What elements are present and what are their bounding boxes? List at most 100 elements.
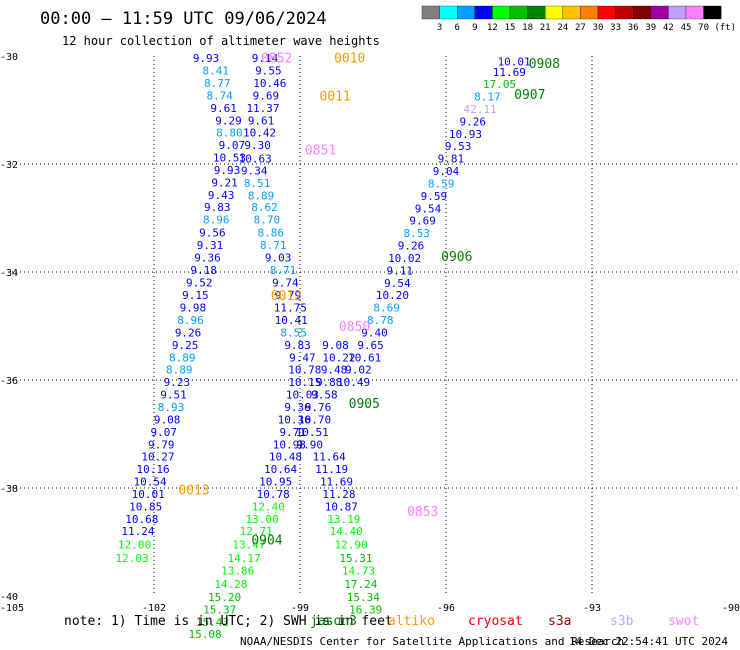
wave-height-label: 9.08 xyxy=(322,339,349,352)
wave-height-label: 10.95 xyxy=(259,476,292,489)
wave-height-label: 8.96 xyxy=(177,314,204,327)
colorbar-label: 45 xyxy=(681,23,692,33)
wave-height-label: 9.08 xyxy=(154,413,181,426)
pass-id-label: 0851 xyxy=(305,143,336,158)
mission-legend-item: cryosat xyxy=(468,614,523,629)
colorbar-swatch xyxy=(703,5,722,20)
x-tick-label: -99 xyxy=(291,603,309,614)
wave-height-label: 10.01 xyxy=(498,55,531,68)
wave-height-label: 9.40 xyxy=(361,326,388,339)
colorbar-swatch xyxy=(545,5,563,20)
wave-height-label: 9.25 xyxy=(172,339,199,352)
wave-height-label: 9.69 xyxy=(409,215,436,228)
wave-height-label: 13.19 xyxy=(327,513,360,526)
wave-height-label: 9.61 xyxy=(210,102,237,115)
colorbar-label: 12 xyxy=(487,23,498,33)
x-tick-label: -93 xyxy=(583,603,601,614)
wave-height-label: 10.27 xyxy=(141,451,174,464)
wave-height-label: 9.59 xyxy=(421,190,448,203)
wave-height-label: 17.05 xyxy=(483,78,516,91)
pass-id-label: 0850 xyxy=(339,320,370,335)
wave-height-label: 9.04 xyxy=(433,165,460,178)
wave-height-label: 9.07 xyxy=(219,139,246,152)
footer-note: note: 1) Time is in UTC; 2) SWH is in fe… xyxy=(64,614,393,629)
wave-height-label: 10.63 xyxy=(239,153,272,166)
wave-height-label: 8.17 xyxy=(474,91,501,104)
wave-height-label: 11.75 xyxy=(274,302,307,315)
wave-height-label: 9.36 xyxy=(194,251,221,264)
wave-height-label: 10.70 xyxy=(298,413,331,426)
wave-height-label: 9.36 xyxy=(284,401,311,414)
wave-height-label: 10.87 xyxy=(325,500,358,513)
wave-height-label: 11.64 xyxy=(313,451,346,464)
wave-height-label: 9.90 xyxy=(296,438,323,451)
wave-height-label: 9.54 xyxy=(415,202,442,215)
wave-height-label: 9.54 xyxy=(384,277,411,290)
colorbar-swatch xyxy=(580,5,599,20)
wave-height-label: 11.28 xyxy=(322,488,355,501)
pass-id-label: 0904 xyxy=(251,533,282,548)
wave-height-label: 10.98 xyxy=(273,438,306,451)
wave-height-label: 15.08 xyxy=(189,628,222,641)
y-tick-label: -32 xyxy=(0,160,18,171)
mission-legend-item: altiko xyxy=(388,614,435,629)
wave-height-label: 9.79 xyxy=(275,289,302,302)
wave-height-label: 9.31 xyxy=(197,239,224,252)
wave-height-label: 12.90 xyxy=(335,539,368,552)
wave-height-label: 9.11 xyxy=(387,264,414,277)
mission-legend-item: swot xyxy=(668,614,699,629)
wave-height-label: 9.34 xyxy=(241,164,268,177)
wave-height-label: 10.49 xyxy=(337,376,370,389)
colorbar-label: 6 xyxy=(454,23,459,33)
wave-height-label: 14.28 xyxy=(214,578,247,591)
colorbar-label: 33 xyxy=(610,23,621,33)
colorbar-label: 15 xyxy=(505,23,516,33)
pass-id-label: 0906 xyxy=(441,250,472,265)
wave-height-label: 14.17 xyxy=(227,552,260,565)
y-tick-label: -30 xyxy=(0,52,18,63)
wave-height-label: 9.51 xyxy=(160,389,187,402)
footer-credit: NOAA/NESDIS Center for Satellite Applica… xyxy=(240,635,624,648)
wave-height-label: 9.29 xyxy=(215,114,242,127)
wave-height-label: 14.40 xyxy=(330,525,363,538)
colorbar-swatch xyxy=(527,5,546,20)
colorbar-swatch xyxy=(685,5,704,20)
wave-height-label: 8.53 xyxy=(404,227,431,240)
colorbar-label: 21 xyxy=(540,23,551,33)
wave-height-label: 9.03 xyxy=(265,251,292,264)
wave-height-label: 9.58 xyxy=(311,389,338,402)
y-tick-label: -34 xyxy=(0,268,18,279)
wave-height-label: 9.43 xyxy=(208,189,235,202)
wave-height-label: 9.79 xyxy=(148,438,175,451)
wave-height-label: 13.47 xyxy=(232,539,265,552)
wave-height-label: 9.65 xyxy=(357,339,384,352)
wave-height-label: 8.62 xyxy=(251,201,278,214)
colorbar-unit: (ft) xyxy=(714,23,736,33)
wave-height-label: 10.78 xyxy=(257,488,290,501)
colorbar-label: 36 xyxy=(628,23,639,33)
wave-height-label: 13.00 xyxy=(245,513,278,526)
wave-height-label: 8.78 xyxy=(367,314,394,327)
wave-height-label: 15.20 xyxy=(208,591,241,604)
colorbar-swatch xyxy=(597,5,616,20)
colorbar-swatch xyxy=(474,5,493,20)
y-tick-label: -38 xyxy=(0,484,18,495)
colorbar-swatch xyxy=(439,5,458,20)
wave-height-label: 8.41 xyxy=(203,65,230,78)
colorbar-swatch xyxy=(562,5,581,20)
wave-height-label: 9.56 xyxy=(199,227,226,240)
wave-height-label: 10.20 xyxy=(376,289,409,302)
wave-height-label: 9.81 xyxy=(438,153,465,166)
wave-height-label: 8.71 xyxy=(270,264,297,277)
wave-height-label: 10.36 xyxy=(278,413,311,426)
wave-height-label: 10.01 xyxy=(132,488,165,501)
wave-height-label: 9.18 xyxy=(190,264,217,277)
pass-id-label: 0011 xyxy=(319,89,350,104)
grid-lines xyxy=(8,56,738,596)
wave-height-label: 9.23 xyxy=(164,376,191,389)
y-tick-label: -40 xyxy=(0,592,18,603)
wave-height-label: 10.02 xyxy=(388,252,421,265)
axis-ticks: -105 -102 -99 -96 -93 -90 -30 -32 -34 -36 -38 -40 xyxy=(0,52,740,614)
colorbar-label: 9 xyxy=(472,23,477,33)
